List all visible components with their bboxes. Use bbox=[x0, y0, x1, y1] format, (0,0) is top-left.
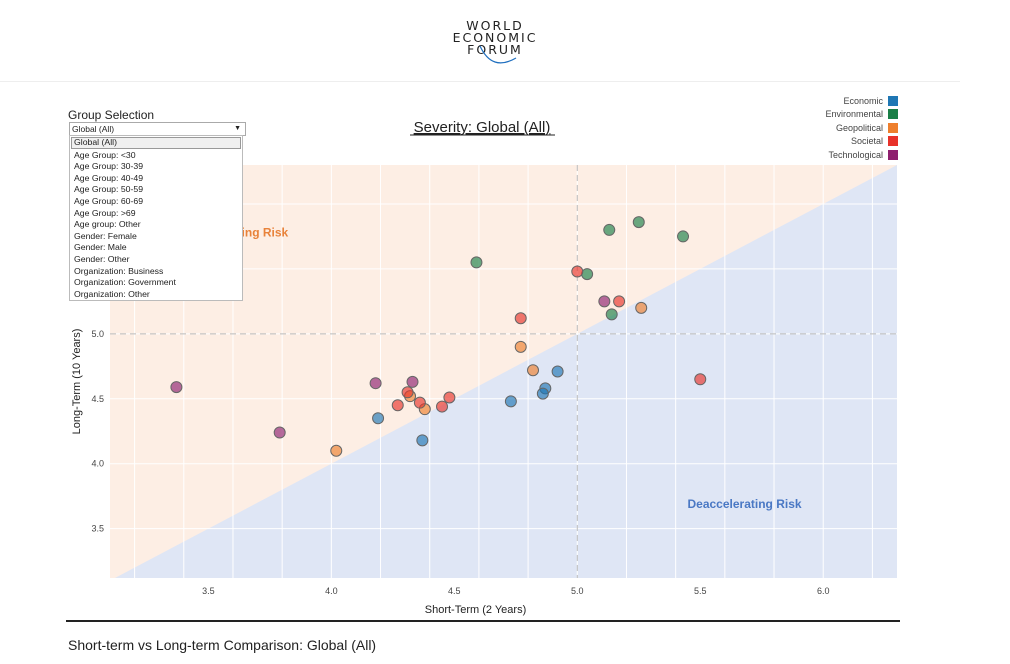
group-option[interactable]: Gender: Male bbox=[74, 242, 127, 253]
group-option[interactable]: Age Group: 60-69 bbox=[74, 195, 144, 206]
data-point-societal bbox=[401, 386, 414, 399]
y-tick-label: 5.0 bbox=[91, 329, 104, 339]
legend-item[interactable]: Economic bbox=[790, 94, 898, 108]
data-point-environmental bbox=[632, 216, 645, 229]
legend-swatch bbox=[888, 136, 898, 147]
deaccelerating-region bbox=[110, 165, 897, 578]
data-point-societal bbox=[443, 391, 456, 404]
data-point-environmental bbox=[605, 308, 618, 321]
x-axis-label: Short-Term (2 Years) bbox=[425, 604, 526, 616]
data-point-technological bbox=[273, 426, 286, 439]
y-tick-label: 3.5 bbox=[91, 524, 104, 534]
group-option[interactable]: Organization: Other bbox=[74, 288, 150, 299]
data-point-environmental bbox=[677, 230, 690, 243]
x-tick-label: 5.0 bbox=[571, 586, 584, 596]
legend-label: Environmental bbox=[825, 109, 883, 120]
chart-title: Severity: Global (All) bbox=[414, 119, 551, 136]
chevron-down-icon: ▼ bbox=[234, 125, 241, 132]
logo-line: ECONOMIC bbox=[452, 30, 538, 45]
legend-swatch bbox=[888, 122, 898, 133]
legend-item[interactable]: Societal bbox=[790, 135, 898, 149]
header-divider bbox=[0, 81, 960, 82]
group-option[interactable]: Organization: Government bbox=[74, 277, 176, 288]
legend-label: Technological bbox=[828, 149, 883, 160]
data-point-economic bbox=[372, 412, 385, 425]
data-point-economic bbox=[551, 365, 564, 378]
data-point-societal bbox=[694, 373, 707, 386]
group-option[interactable]: Age Group: 50-59 bbox=[74, 184, 144, 195]
legend-item[interactable]: Technological bbox=[790, 148, 898, 162]
legend-swatch bbox=[888, 95, 898, 106]
legend-label: Geopolitical bbox=[835, 122, 883, 133]
x-tick-label: 4.0 bbox=[325, 586, 338, 596]
x-tick-label: 3.5 bbox=[202, 586, 215, 596]
data-point-societal bbox=[514, 312, 527, 325]
group-option[interactable]: Age Group: 30-39 bbox=[74, 161, 144, 172]
region-label: Deaccelerating Risk bbox=[687, 497, 801, 511]
group-option[interactable]: Age Group: <30 bbox=[74, 149, 136, 160]
data-point-economic bbox=[416, 434, 429, 447]
logo-line: WORLD bbox=[466, 18, 524, 33]
legend-label: Societal bbox=[850, 136, 883, 147]
data-point-technological bbox=[406, 375, 419, 388]
wef-logo: WORLD ECONOMIC FORUM bbox=[440, 18, 550, 64]
group-option[interactable]: Gender: Female bbox=[74, 230, 137, 241]
data-point-economic bbox=[536, 387, 549, 400]
y-tick-label: 4.0 bbox=[91, 459, 104, 469]
legend-item[interactable]: Environmental bbox=[790, 108, 898, 122]
data-point-geopolitical bbox=[514, 340, 527, 353]
group-options-list: Global (All) Age Group: <30 Age Group: 30-… bbox=[69, 135, 243, 302]
x-tick-label: 4.5 bbox=[448, 586, 461, 596]
legend-item[interactable]: Geopolitical bbox=[790, 121, 898, 135]
legend-label: Economic bbox=[843, 95, 883, 106]
group-option[interactable]: Gender: Other bbox=[74, 253, 130, 264]
chart-caption: Short-term vs Long-term Comparison: Glob… bbox=[68, 637, 377, 653]
y-axis-label: Long-Term (10 Years) bbox=[71, 329, 83, 435]
data-point-societal bbox=[391, 399, 404, 412]
data-point-technological bbox=[170, 381, 183, 394]
group-option[interactable]: Age group: Other bbox=[74, 219, 141, 230]
data-point-technological bbox=[598, 295, 611, 308]
data-point-economic bbox=[504, 395, 517, 408]
data-point-geopolitical bbox=[527, 364, 540, 377]
data-point-technological bbox=[369, 377, 382, 390]
logo-arc-icon bbox=[479, 45, 517, 64]
data-point-societal bbox=[413, 396, 426, 409]
group-option[interactable]: Organization: Business bbox=[74, 265, 164, 276]
data-point-geopolitical bbox=[330, 444, 343, 457]
select-value: Global (All) bbox=[72, 124, 115, 134]
legend-swatch bbox=[888, 109, 898, 120]
group-select[interactable]: Global (All) ▼ bbox=[69, 122, 246, 136]
data-point-environmental bbox=[581, 268, 594, 281]
footer-divider bbox=[66, 620, 900, 622]
group-option[interactable]: Global (All) bbox=[71, 137, 241, 149]
data-point-societal bbox=[571, 265, 584, 278]
data-point-environmental bbox=[603, 223, 616, 236]
x-tick-label: 6.0 bbox=[817, 586, 830, 596]
group-selection-label: Group Selection bbox=[68, 108, 155, 122]
group-option[interactable]: Age Group: >69 bbox=[74, 207, 136, 218]
data-point-geopolitical bbox=[635, 301, 648, 314]
data-point-societal bbox=[436, 400, 449, 413]
legend: Economic Environmental Geopolitical Societa… bbox=[790, 94, 898, 162]
group-option[interactable]: Age Group: 40-49 bbox=[74, 172, 144, 183]
x-tick-label: 5.5 bbox=[694, 586, 707, 596]
y-tick-label: 4.5 bbox=[91, 394, 104, 404]
data-point-environmental bbox=[470, 256, 483, 269]
legend-swatch bbox=[888, 149, 898, 160]
data-point-societal bbox=[613, 295, 626, 308]
